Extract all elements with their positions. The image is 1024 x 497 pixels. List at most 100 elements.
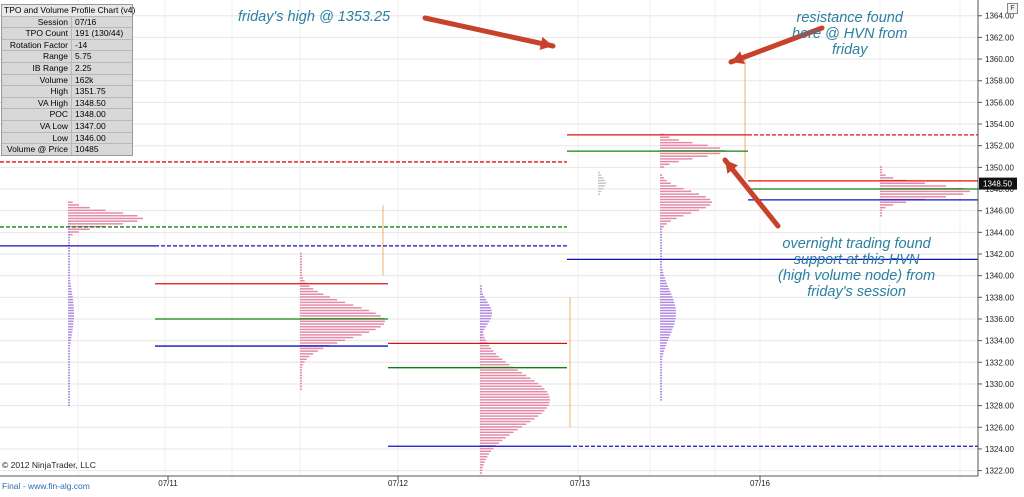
stats-key: VA Low — [2, 120, 72, 132]
volume-bar — [68, 377, 70, 379]
volume-bar — [660, 271, 664, 274]
y-tick-label: 1342.00 — [985, 250, 1014, 259]
volume-bar — [660, 393, 662, 396]
volume-bar — [300, 258, 302, 260]
volume-bar — [68, 269, 70, 271]
stats-key: Rotation Factor — [2, 39, 72, 51]
volume-bar — [68, 355, 70, 358]
volume-bar — [300, 279, 305, 282]
tpo-shadow — [598, 174, 602, 176]
stats-key: TPO Count — [2, 28, 72, 39]
volume-bar — [480, 458, 486, 461]
volume-bar — [660, 187, 684, 190]
volume-bar — [660, 179, 667, 182]
volume-bar — [480, 393, 549, 396]
volume-bar — [68, 277, 70, 279]
volume-bar — [300, 369, 302, 371]
footer-link[interactable]: Final - www.fin-alg.com — [2, 481, 90, 491]
annotation-resistance: resistance found here @ HVN from friday — [792, 10, 907, 58]
tpo-shadow — [598, 190, 602, 193]
volume-bar — [68, 396, 70, 398]
y-tick-label: 1328.00 — [985, 402, 1014, 411]
volume-bar — [480, 377, 531, 379]
volume-bar — [480, 336, 482, 339]
volume-bar — [660, 158, 693, 160]
volume-bar — [68, 209, 106, 212]
volume-bar — [660, 163, 670, 166]
volume-bar — [480, 455, 488, 458]
volume-bar — [300, 255, 302, 258]
volume-bar — [480, 407, 547, 409]
volume-bar — [660, 315, 676, 317]
stats-value: 1351.75 — [75, 86, 106, 97]
stats-row: IB Range 2.25 — [2, 61, 132, 74]
volume-bar — [660, 225, 662, 228]
volume-bar — [660, 377, 662, 379]
volume-bar — [480, 285, 482, 287]
volume-bar — [660, 190, 692, 193]
volume-bar — [660, 174, 663, 176]
volume-bar — [660, 204, 711, 206]
y-tick-label: 1364.00 — [985, 12, 1014, 21]
volume-bar — [300, 350, 318, 352]
y-tick-label: 1346.00 — [985, 207, 1014, 216]
volume-bar — [300, 271, 302, 274]
x-tick-label: 07/13 — [570, 479, 591, 488]
volume-bar — [660, 347, 665, 350]
arrow-resistance — [728, 25, 825, 65]
volume-bar — [300, 307, 362, 309]
chart-format-button[interactable]: F — [1007, 3, 1018, 14]
volume-bar — [480, 442, 499, 444]
y-tick-label: 1360.00 — [985, 55, 1014, 64]
copyright-text: © 2012 NinjaTrader, LLC — [2, 460, 96, 470]
volume-bar — [660, 144, 708, 147]
volume-bar — [300, 377, 302, 379]
volume-bar — [660, 380, 662, 382]
volume-bar — [660, 296, 673, 298]
volume-bar — [660, 252, 662, 255]
volume-bar — [660, 193, 700, 195]
volume-bar — [660, 328, 673, 331]
volume-bar — [480, 361, 506, 363]
volume-bar — [68, 399, 70, 401]
volume-bar — [660, 201, 712, 203]
volume-bar — [660, 269, 663, 271]
volume-bar — [300, 274, 303, 277]
volume-bar — [68, 261, 70, 263]
volume-bar — [68, 385, 70, 388]
arrow-fridays-high-head — [539, 36, 553, 50]
tpo-shadow — [598, 193, 600, 195]
volume-bar — [660, 288, 670, 290]
volume-bar — [480, 464, 484, 466]
volume-bar — [660, 312, 676, 314]
volume-bar — [68, 309, 74, 312]
volume-bar — [660, 355, 663, 358]
volume-bar — [660, 255, 662, 258]
volume-bar — [660, 217, 677, 220]
volume-bar — [68, 252, 70, 255]
volume-bar — [660, 147, 721, 149]
y-tick-label: 1358.00 — [985, 77, 1014, 86]
volume-bar — [300, 353, 314, 355]
volume-bar — [300, 261, 302, 263]
volume-bar — [660, 344, 666, 347]
volume-bar — [68, 242, 70, 244]
annotation-line: friday — [831, 42, 868, 58]
annotation-support: overnight trading found support at this … — [778, 236, 935, 300]
volume-bar — [68, 233, 73, 236]
volume-bar — [68, 236, 70, 239]
volume-bar — [660, 369, 662, 371]
volume-bar — [68, 363, 70, 366]
volume-bar — [480, 420, 531, 423]
volume-bar — [300, 331, 370, 333]
annotation-line: friday's session — [807, 284, 906, 300]
volume-bar — [300, 363, 304, 366]
volume-bar — [480, 298, 486, 301]
volume-bar — [68, 298, 74, 301]
stats-key: VA High — [2, 97, 72, 109]
y-tick-label: 1322.00 — [985, 467, 1014, 476]
volume-bar — [660, 250, 662, 252]
volume-bar — [480, 323, 488, 325]
volume-bar — [660, 212, 692, 214]
